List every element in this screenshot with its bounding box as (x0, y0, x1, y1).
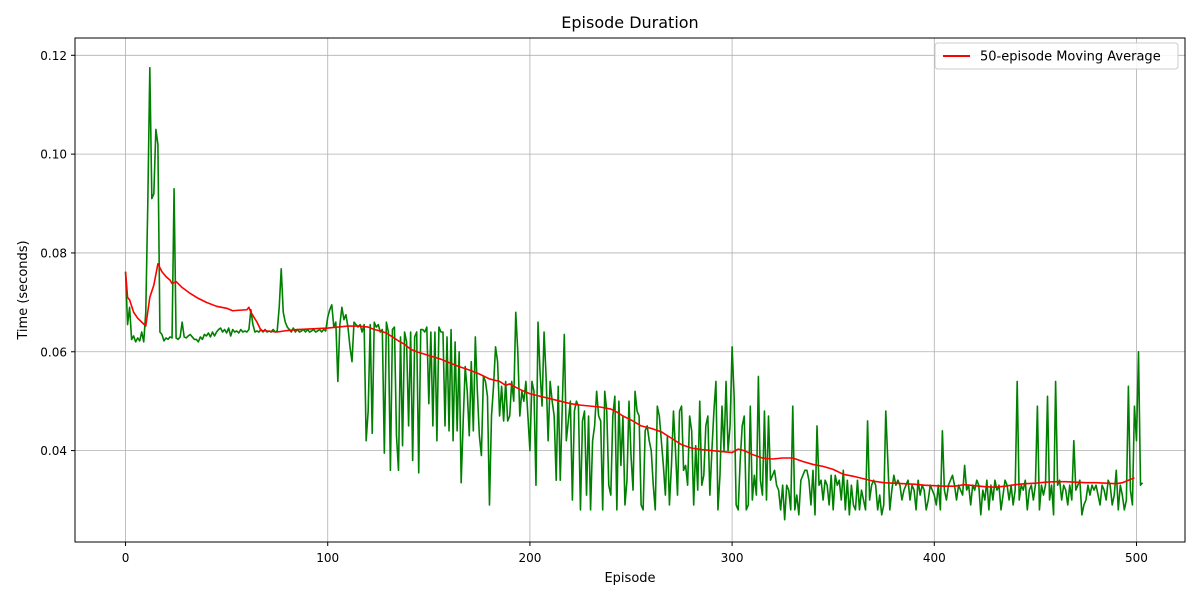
y-tick-label: 0.06 (40, 345, 67, 359)
y-tick-label: 0.12 (40, 49, 67, 63)
y-tick-label: 0.10 (40, 148, 67, 162)
x-tick-label: 400 (923, 551, 946, 565)
plot-frame (74, 37, 1186, 543)
legend: 50-episode Moving Average (934, 42, 1179, 70)
x-tick-label: 500 (1125, 551, 1148, 565)
series-layer (124, 66, 1144, 521)
x-axis-label: Episode (604, 571, 655, 586)
y-tick-label: 0.08 (40, 246, 67, 260)
x-tick-label: 100 (316, 551, 339, 565)
legend-label-moving-average: 50-episode Moving Average (980, 50, 1161, 65)
legend-box (934, 42, 1179, 70)
axis-ticks: 0 100 200 300 400 500 0.04 0.06 0.08 0.10 0.12 (40, 49, 1148, 565)
series-line-moving-average (124, 263, 1135, 488)
x-tick-label: 200 (518, 551, 541, 565)
chart-title: Episode Duration (561, 13, 698, 32)
y-axis-label: Time (seconds) (16, 240, 31, 340)
x-tick-label: 300 (721, 551, 744, 565)
x-tick-label: 0 (122, 551, 130, 565)
y-tick-label: 0.04 (40, 444, 67, 458)
grid-lines (75, 38, 1185, 542)
